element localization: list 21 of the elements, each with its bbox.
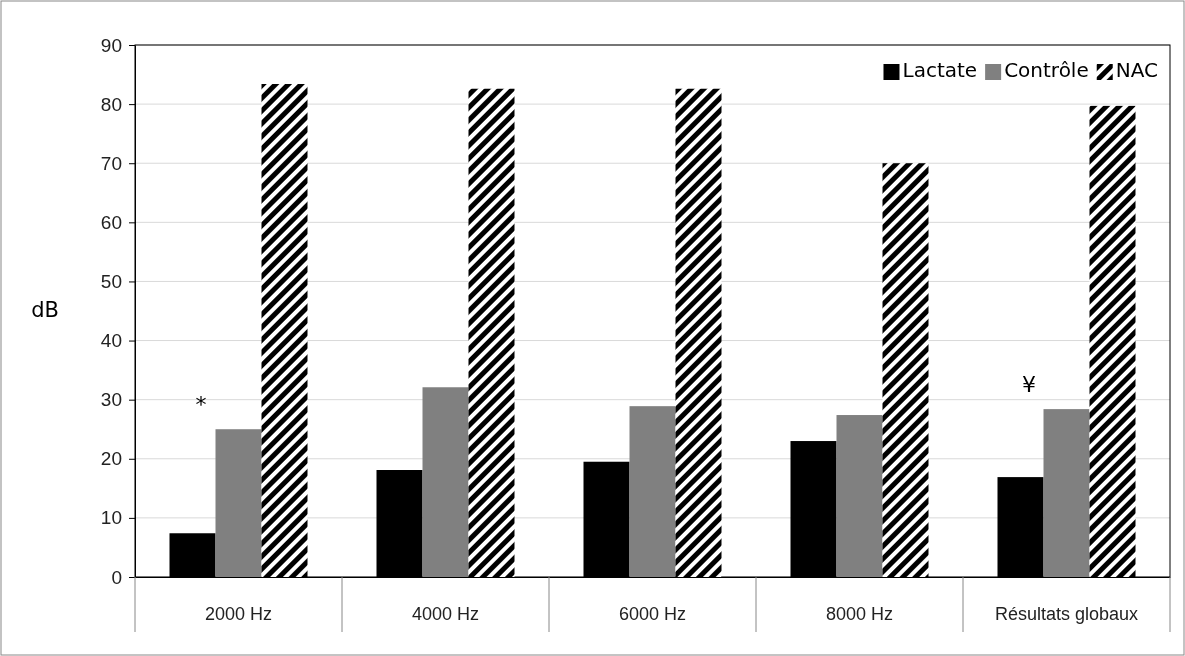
y-tick-label: 90	[100, 34, 122, 56]
annotation: *	[195, 392, 207, 417]
x-tick-label: 6000 Hz	[618, 604, 687, 624]
y-tick-label: 20	[100, 448, 122, 470]
y-tick-label: 10	[100, 507, 122, 529]
x-tick-label: 4000 Hz	[411, 604, 480, 624]
x-tick-label: 8000 Hz	[825, 604, 894, 624]
y-tick-label: 30	[100, 389, 122, 411]
annotation: ¥	[1022, 372, 1036, 397]
legend-label: Lactate	[902, 58, 978, 82]
y-axis-title: dB	[31, 298, 59, 322]
x-tick-label: 2000 Hz	[204, 604, 273, 624]
legend-label: NAC	[1115, 58, 1158, 82]
y-tick-label: 70	[100, 152, 122, 174]
y-tick-label: 60	[100, 211, 122, 233]
legend-label: Contrôle	[1004, 58, 1089, 82]
y-tick-label: 0	[111, 566, 122, 588]
x-tick-label: Résultats globaux	[994, 604, 1139, 624]
y-tick-label: 80	[100, 93, 122, 115]
y-tick-label: 50	[100, 271, 122, 293]
y-tick-label: 40	[100, 330, 122, 352]
